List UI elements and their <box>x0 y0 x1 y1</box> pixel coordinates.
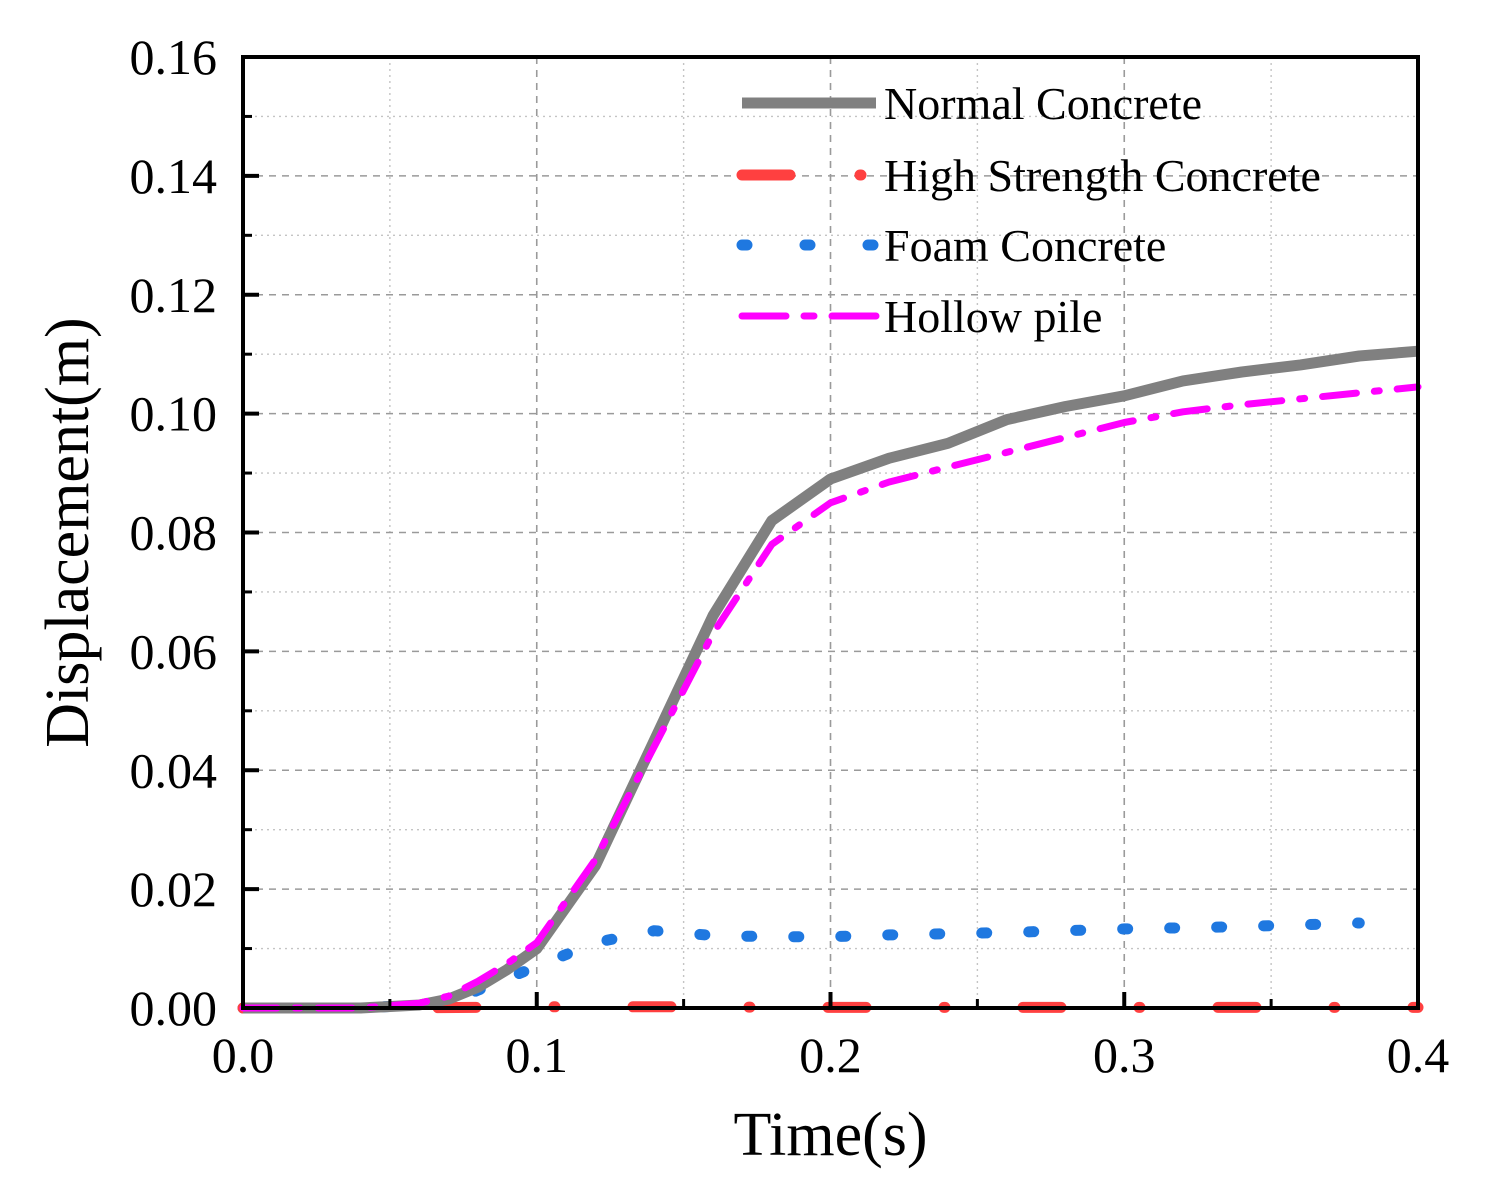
grid <box>243 57 1418 1008</box>
y-tick-label: 0.12 <box>130 267 218 323</box>
legend-label: Normal Concrete <box>884 78 1202 129</box>
ticks <box>241 55 1420 1010</box>
series-line-normal-concrete <box>243 345 1419 1014</box>
x-tick-label: 0.2 <box>799 1027 862 1083</box>
series-line-foam-concrete <box>237 917 1365 1014</box>
x-tick-label: 0.3 <box>1093 1027 1156 1083</box>
y-tick-label: 0.00 <box>130 980 218 1036</box>
y-tick-label: 0.08 <box>130 505 218 561</box>
y-tick-label: 0.16 <box>130 29 218 85</box>
y-tick-label: 0.06 <box>130 623 218 679</box>
y-axis-title: Displacement(m) <box>34 317 102 747</box>
series-line-hollow-pile <box>239 383 1422 1012</box>
x-tick-label: 0.0 <box>212 1027 275 1083</box>
legend: Normal Concrete High Strength Concrete Foa… <box>736 78 1321 342</box>
y-tick-label: 0.02 <box>130 861 218 917</box>
tick-labels: 0.0 0.1 0.2 0.3 0.4 0.00 0.02 0.04 0.06 0.08 0.10 0… <box>130 29 1450 1083</box>
legend-label: Foam Concrete <box>884 220 1166 271</box>
y-tick-label: 0.10 <box>130 386 218 442</box>
legend-label: Hollow pile <box>884 291 1102 342</box>
x-tick-label: 0.4 <box>1387 1027 1450 1083</box>
x-axis-title: Time(s) <box>733 1101 927 1169</box>
y-tick-label: 0.14 <box>130 148 218 204</box>
legend-label: High Strength Concrete <box>884 150 1321 201</box>
y-tick-label: 0.04 <box>130 742 218 798</box>
x-tick-label: 0.1 <box>506 1027 569 1083</box>
